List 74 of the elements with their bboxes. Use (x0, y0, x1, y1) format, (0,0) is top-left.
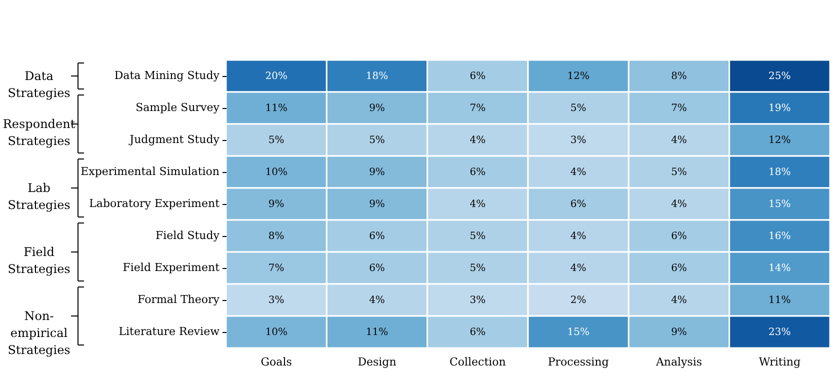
data-label: 18% (366, 71, 388, 82)
y-tick-label: Data Mining Study (114, 69, 220, 82)
x-tick-label: Goals (260, 356, 292, 368)
data-label: 16% (768, 231, 791, 242)
data-label: 9% (369, 167, 385, 178)
data-label: 6% (570, 199, 586, 210)
data-label: 15% (768, 199, 791, 210)
text: Lab Strategies (8, 181, 70, 212)
text: Field Strategies (8, 245, 70, 276)
x-tick-label: Writing (758, 356, 800, 368)
data-label: 11% (265, 103, 288, 114)
data-label: 2% (570, 295, 586, 306)
text: Data Strategies (8, 69, 70, 100)
data-label: 6% (369, 263, 385, 274)
data-label: 8% (268, 231, 284, 242)
data-label: 5% (470, 231, 486, 242)
data-label: 14% (768, 263, 791, 274)
data-label: 4% (671, 199, 687, 210)
data-label: 4% (570, 231, 586, 242)
data-label: 9% (268, 199, 284, 210)
data-label: 4% (369, 295, 385, 306)
y-tick-label: Sample Survey (136, 101, 220, 114)
y-tick-label: Literature Review (118, 325, 220, 338)
x-tick-label: Processing (548, 356, 609, 368)
data-label: 5% (570, 103, 586, 114)
data-label: 6% (671, 231, 687, 242)
data-label: 9% (671, 327, 687, 338)
data-label: 15% (567, 327, 590, 338)
y-tick-label: Experimental Simulation (80, 165, 220, 178)
data-label: 11% (768, 295, 791, 306)
data-label: 3% (268, 295, 284, 306)
data-label: 4% (470, 199, 486, 210)
data-label: 23% (768, 327, 791, 338)
y-tick-label: Laboratory Experiment (89, 197, 220, 210)
data-label: 9% (369, 199, 385, 210)
data-label: 6% (369, 231, 385, 242)
x-tick-label: Design (358, 356, 396, 368)
data-label: 11% (366, 327, 388, 338)
text: Respondent Strategies (2, 117, 76, 148)
data-label: 4% (671, 295, 687, 306)
data-label: 12% (567, 71, 590, 82)
data-label: 6% (470, 327, 486, 338)
data-label: 8% (671, 71, 687, 82)
data-label: 10% (265, 327, 288, 338)
data-label: 5% (470, 263, 486, 274)
y-tick-label: Field Experiment (122, 261, 220, 274)
data-label: 4% (570, 167, 586, 178)
data-label: 5% (268, 135, 284, 146)
y-tick-label: Field Study (155, 229, 220, 242)
data-label: 7% (268, 263, 284, 274)
data-label: 25% (768, 71, 791, 82)
data-label: 7% (671, 103, 687, 114)
data-label: 9% (369, 103, 385, 114)
y-tick-label: Formal Theory (138, 293, 220, 306)
data-label: 6% (470, 71, 486, 82)
data-label: 7% (470, 103, 486, 114)
data-label: 12% (768, 135, 791, 146)
data-label: 4% (671, 135, 687, 146)
data-label: 5% (369, 135, 385, 146)
data-label: 10% (265, 167, 288, 178)
data-label: 4% (570, 263, 586, 274)
data-label: 6% (671, 263, 687, 274)
data-label: 19% (768, 103, 791, 114)
data-label: 5% (671, 167, 687, 178)
data-label: 3% (570, 135, 586, 146)
x-tick-label: Analysis (654, 356, 702, 368)
x-tick-label: Collection (449, 356, 506, 368)
y-tick-label: Judgment Study (128, 133, 220, 146)
data-label: 4% (470, 135, 486, 146)
data-label: 20% (265, 71, 288, 82)
data-label: 18% (768, 167, 791, 178)
data-label: 6% (470, 167, 486, 178)
text: Non- empirical Strategies (8, 309, 70, 357)
data-label: 3% (470, 295, 486, 306)
